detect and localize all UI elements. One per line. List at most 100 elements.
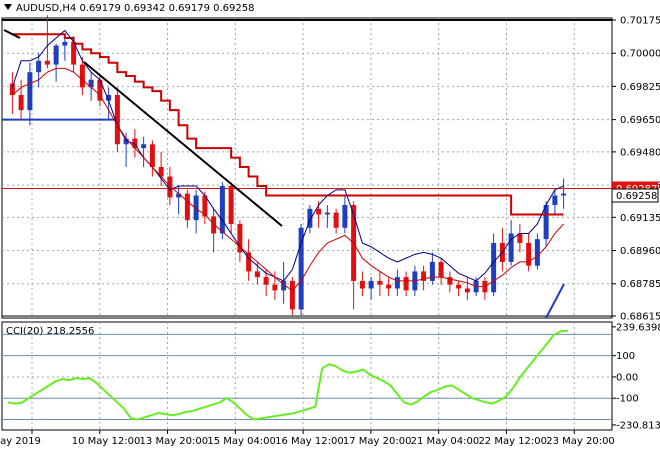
low-value: 0.69179: [168, 3, 210, 14]
step-line-overlay: [12, 33, 564, 216]
candle-body: [237, 223, 243, 253]
trend-line-up: [545, 283, 565, 319]
candle-body: [543, 205, 549, 240]
cci-value: 218.2556: [46, 326, 95, 337]
cci-tick-label: -230.8139: [616, 420, 660, 431]
open-value: 0.69179: [79, 3, 121, 14]
candle-body: [158, 167, 164, 177]
high-value: 0.69342: [124, 3, 166, 14]
candle-body: [62, 41, 68, 46]
price-tick-label: 0.70175: [620, 16, 660, 27]
candle-body: [552, 195, 558, 205]
cci-line: [7, 329, 569, 421]
header-menu-icon[interactable]: [4, 4, 12, 10]
trend-line-down: [83, 61, 283, 227]
candle-body: [377, 280, 383, 285]
candle-body: [184, 193, 190, 221]
candle-body: [18, 94, 24, 111]
candle-body: [79, 64, 85, 88]
cci-tick-label: -100: [616, 394, 639, 405]
candle-body: [368, 280, 374, 289]
candle-body: [71, 41, 77, 65]
symbol-label: AUDUSD,H4: [16, 3, 77, 14]
price-tick-label: 0.69135: [620, 213, 660, 224]
time-tick-label: 13 May 20:00: [140, 436, 209, 447]
candle-body: [141, 144, 147, 149]
candle-body: [394, 277, 400, 289]
time-tick-label: 22 May 12:00: [478, 436, 547, 447]
candle-body: [132, 138, 138, 149]
price-tick-label: 0.68960: [620, 246, 660, 257]
candle-body: [123, 138, 129, 145]
candle-body: [9, 83, 15, 95]
candle-body: [228, 186, 234, 224]
candle-body: [316, 208, 322, 215]
candle-body: [97, 79, 103, 101]
candle-body: [438, 261, 444, 278]
price-tick-label: 0.70000: [620, 49, 660, 60]
time-tick-label: 10 May 12:00: [72, 436, 141, 447]
candle-body: [27, 72, 33, 111]
time-tick-label: 17 May 20:00: [343, 436, 412, 447]
chart-header: AUDUSD,H4 0.69179 0.69342 0.69179 0.6925…: [4, 3, 254, 14]
last-price-badge: [611, 188, 659, 203]
candle-body: [289, 280, 295, 310]
candle-body: [246, 252, 252, 272]
close-value: 0.69258: [213, 3, 255, 14]
candle-body: [193, 195, 199, 221]
time-tick-label: 9 May 2019: [0, 436, 41, 447]
time-tick-label: 23 May 20:00: [546, 436, 615, 447]
candle-body: [464, 288, 470, 293]
last-price-label: 0.69258: [616, 191, 657, 202]
candle-body: [359, 280, 365, 289]
price-tick-label: 0.68785: [620, 279, 660, 290]
candle-body: [36, 60, 42, 73]
candle-body: [324, 212, 330, 215]
candle-body: [272, 284, 278, 291]
candle-body: [106, 94, 112, 101]
price-tick-label: 0.69650: [620, 115, 660, 126]
cci-label: CCI(20): [6, 326, 44, 337]
candle-body: [447, 277, 453, 285]
middle-band-overlay: [12, 67, 564, 292]
price-tick-label: 0.69480: [620, 147, 660, 158]
candle-body: [254, 271, 260, 278]
candle-body: [44, 60, 50, 65]
trend-line-short: [3, 29, 21, 39]
candle-body: [202, 195, 208, 217]
candle-body: [298, 227, 304, 310]
cci-tick-label: 239.6398: [616, 322, 660, 333]
upper-band-overlay: [11, 29, 564, 282]
candle-body: [491, 242, 497, 293]
candle-body: [403, 277, 409, 291]
candle-body: [421, 271, 427, 281]
cci-tick-label: 0.00: [616, 372, 638, 383]
candle-body: [386, 284, 392, 289]
price-tick-label: 0.68615: [620, 312, 660, 323]
candle-body: [176, 193, 182, 198]
price-tick-label: 0.69825: [620, 82, 660, 93]
candle-body: [53, 45, 59, 65]
time-tick-label: 15 May 04:00: [207, 436, 276, 447]
candle-body: [526, 242, 532, 266]
candle-body: [219, 186, 225, 234]
candle-body: [508, 233, 514, 262]
time-tick-label: 16 May 12:00: [275, 436, 344, 447]
candle-body: [263, 277, 269, 285]
candle-body: [534, 239, 540, 266]
candle-body: [429, 261, 435, 281]
cci-tick-label: 100: [616, 351, 635, 362]
candle-body: [517, 233, 523, 243]
candle-body: [114, 94, 120, 145]
main-panel-frame: [1, 17, 613, 319]
candle-body: [342, 205, 348, 228]
cci-panel-frame: [1, 321, 613, 431]
candle-body: [149, 144, 155, 168]
candle-body: [456, 284, 462, 289]
candle-body: [167, 176, 173, 198]
candle-body: [281, 280, 287, 291]
candle-body: [561, 193, 567, 196]
cci-header: CCI(20) 218.2556: [6, 326, 94, 337]
